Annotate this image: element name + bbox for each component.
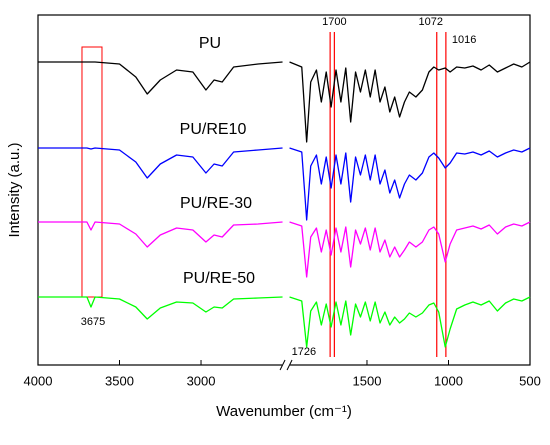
x-tick-label: 3000 xyxy=(187,373,216,388)
spectrum-line xyxy=(38,221,531,278)
annotation-label: 3675 xyxy=(81,316,105,328)
x-tick-label: 1500 xyxy=(353,373,382,388)
annotation-label: 1700 xyxy=(322,16,346,28)
axis-break-gap xyxy=(282,361,291,369)
x-tick-label: 500 xyxy=(519,373,541,388)
series-label: PU/RE-30 xyxy=(180,195,252,212)
series-label: PU/RE-50 xyxy=(183,270,255,287)
spectrum-line xyxy=(38,61,531,143)
y-axis-label: Intensity (a.u.) xyxy=(6,142,23,237)
x-axis-label: Wavenumber (cm⁻¹) xyxy=(216,403,352,420)
annotation-label: 1726 xyxy=(292,346,316,358)
axis-break xyxy=(279,359,286,371)
x-tick-label: 4000 xyxy=(24,373,53,388)
x-tick-label: 1000 xyxy=(434,373,463,388)
x-tick-label: 3500 xyxy=(105,373,134,388)
annotation-label: 1016 xyxy=(452,34,476,46)
spectrum-line xyxy=(38,147,531,221)
axis-break xyxy=(286,359,293,371)
series-label: PU/RE10 xyxy=(180,121,247,138)
annotation-label: 1072 xyxy=(419,16,443,28)
annotation-box xyxy=(81,46,103,298)
spectrum-line xyxy=(38,296,531,348)
series-label: PU xyxy=(199,35,221,52)
